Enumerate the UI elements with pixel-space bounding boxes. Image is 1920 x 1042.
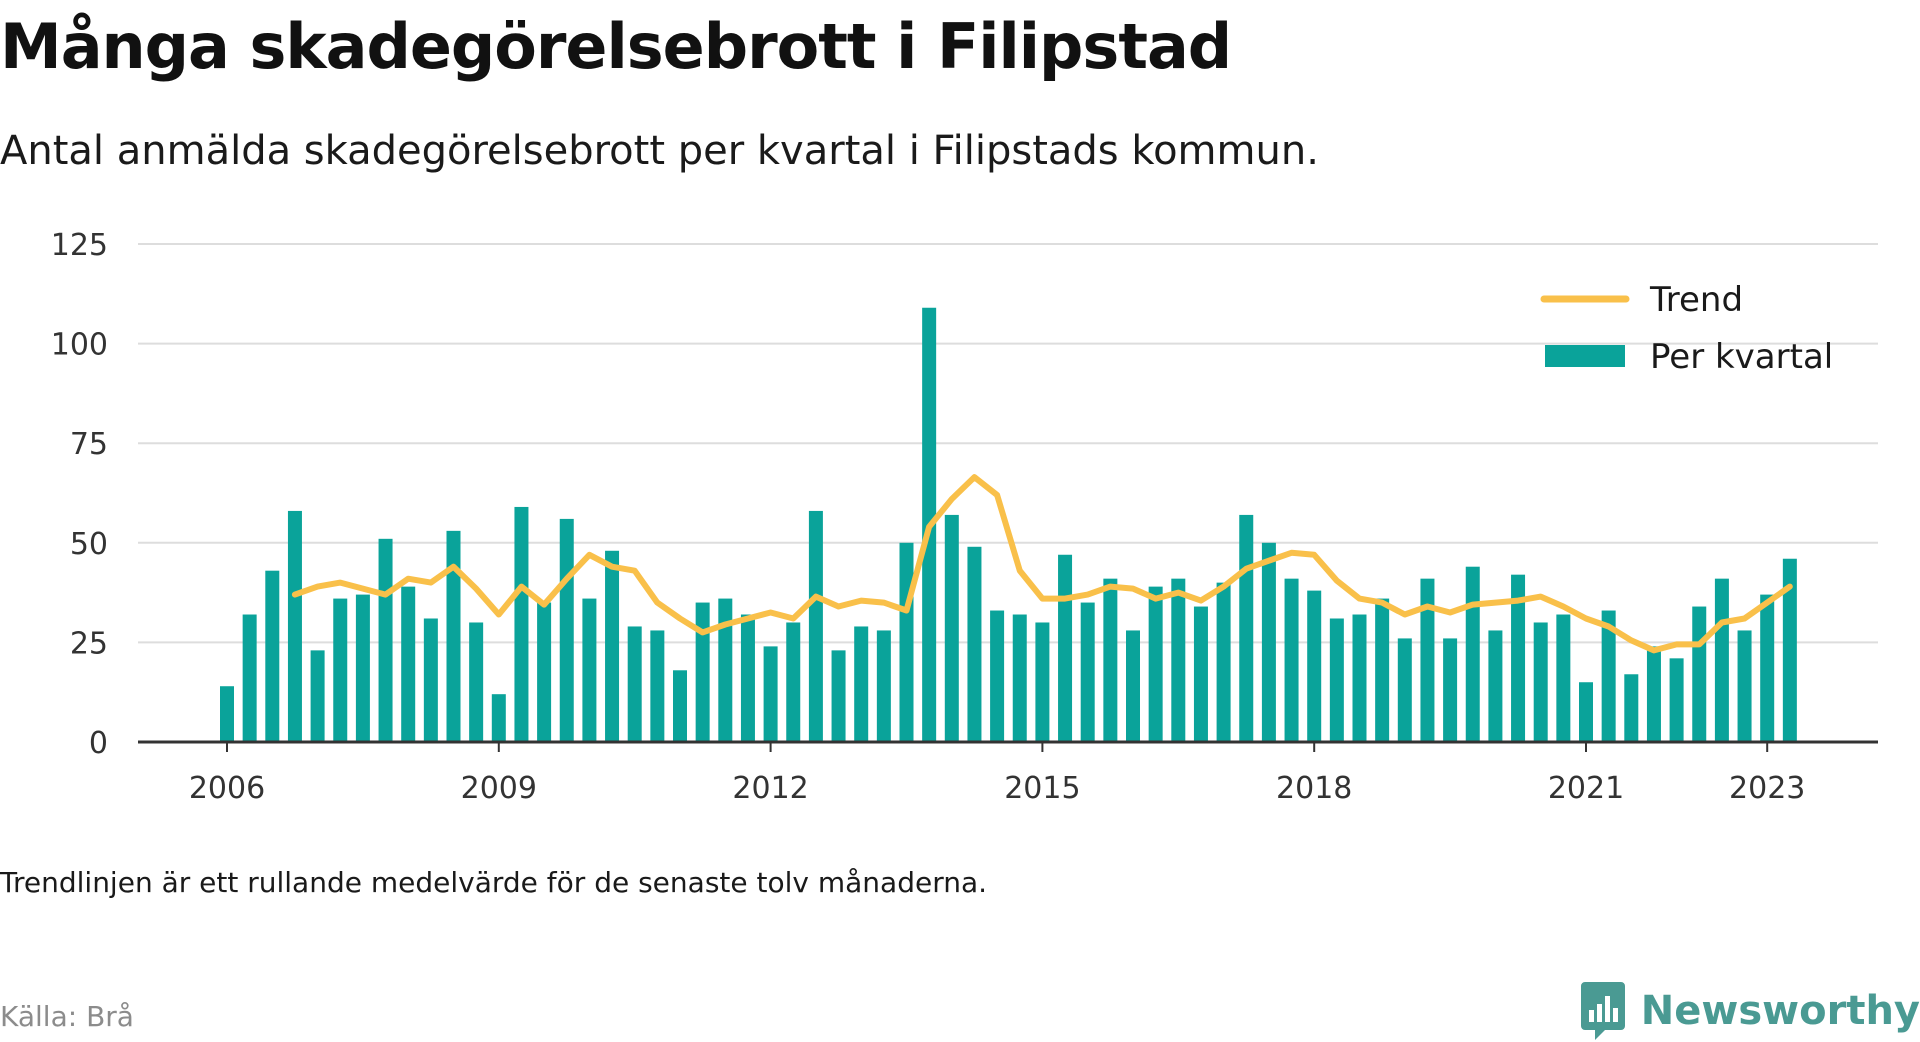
- y-tick-label: 125: [51, 228, 108, 263]
- bar: [220, 686, 234, 742]
- bar: [242, 614, 257, 742]
- bar: [378, 538, 393, 742]
- bar: [944, 514, 959, 742]
- bar: [899, 542, 914, 742]
- y-axis-ticks: 0 25 50 75 100 125: [51, 228, 108, 761]
- x-tick-label: 2015: [1004, 771, 1080, 806]
- trend-line: [291, 474, 1793, 654]
- bar: [1148, 586, 1163, 742]
- x-axis-ticks: 2006 2009 2012 2015 2018 2021 2023: [189, 742, 1805, 806]
- bar: [559, 518, 574, 742]
- bar: [514, 506, 529, 742]
- bar: [491, 694, 506, 742]
- bar: [1465, 566, 1480, 742]
- legend-trend-label: Trend: [1649, 280, 1743, 320]
- brand-logo: Newsworthy: [1579, 980, 1920, 1042]
- bar: [1601, 610, 1616, 742]
- bar: [718, 598, 733, 742]
- legend-bars-label: Per kvartal: [1650, 337, 1833, 377]
- bar: [1692, 606, 1707, 742]
- y-tick-label: 0: [89, 726, 108, 761]
- bar: [1488, 630, 1503, 742]
- bar: [1126, 630, 1140, 742]
- x-tick-label: 2023: [1729, 771, 1805, 806]
- bar: [1511, 574, 1526, 742]
- bar: [1397, 638, 1412, 742]
- bar: [1012, 614, 1027, 742]
- bar: [287, 510, 302, 742]
- bar: [1261, 542, 1276, 742]
- chart-title: Många skadegörelsebrott i Filipstad: [0, 10, 1232, 83]
- x-tick-label: 2021: [1548, 771, 1624, 806]
- bar: [355, 594, 370, 742]
- bar: [1307, 590, 1322, 742]
- bar: [831, 650, 846, 742]
- y-tick-label: 50: [70, 527, 108, 562]
- chart-subtitle: Antal anmälda skadegörelsebrott per kvar…: [0, 128, 1319, 174]
- bar: [763, 646, 778, 742]
- bar: [401, 586, 416, 742]
- bar: [854, 626, 869, 742]
- bar: [967, 546, 982, 742]
- x-tick-label: 2012: [732, 771, 808, 806]
- bars-per-kvartal: [220, 307, 1797, 742]
- bar: [310, 650, 325, 742]
- bar: [1782, 558, 1797, 742]
- bar: [740, 614, 755, 742]
- bar: [786, 622, 801, 742]
- bar: [627, 626, 642, 742]
- bar: [469, 622, 484, 742]
- bar: [1579, 682, 1593, 742]
- bar: [1669, 658, 1684, 742]
- bar: [1103, 578, 1118, 742]
- y-tick-label: 25: [70, 626, 108, 661]
- bar: [423, 618, 438, 742]
- bar: [1329, 618, 1344, 742]
- bar: [1760, 594, 1775, 742]
- bar-chart-speech-bubble-icon: [1580, 982, 1625, 1040]
- bar: [605, 550, 620, 742]
- bar: [582, 598, 597, 742]
- bar: [446, 530, 461, 742]
- bar: [1737, 630, 1752, 742]
- bar: [1624, 674, 1639, 742]
- bar: [265, 570, 280, 742]
- x-tick-label: 2006: [189, 771, 265, 806]
- bar: [1193, 606, 1208, 742]
- bar: [1646, 646, 1661, 742]
- trend-line-layer: [291, 474, 1793, 654]
- bar: [876, 630, 891, 742]
- legend: Trend Per kvartal: [1540, 280, 1833, 377]
- bar: [537, 602, 552, 742]
- y-tick-label: 75: [70, 427, 108, 462]
- bar: [1420, 578, 1435, 742]
- bar: [1352, 614, 1367, 742]
- bar: [990, 610, 1005, 742]
- bar: [1058, 554, 1073, 742]
- bar: [333, 598, 348, 742]
- bar: [1375, 598, 1390, 742]
- footnote: Trendlinjen är ett rullande medelvärde f…: [0, 866, 988, 899]
- bar: [1714, 578, 1729, 742]
- bar: [695, 602, 710, 742]
- x-tick-label: 2009: [461, 771, 537, 806]
- x-tick-label: 2018: [1276, 771, 1352, 806]
- bar: [650, 630, 665, 742]
- legend-bars-swatch: [1545, 345, 1625, 367]
- bar: [1171, 578, 1186, 742]
- bar: [1216, 582, 1231, 742]
- bar: [1035, 622, 1050, 742]
- bar: [1284, 578, 1299, 742]
- bar: [1239, 514, 1254, 742]
- bar: [1443, 638, 1458, 742]
- bar: [1556, 614, 1571, 742]
- bar: [673, 670, 687, 742]
- y-tick-label: 100: [51, 328, 108, 363]
- source-credit: Källa: Brå: [0, 1000, 134, 1033]
- bar: [808, 510, 823, 742]
- brand-name: Newsworthy: [1640, 988, 1920, 1034]
- bar: [1533, 622, 1548, 742]
- bar: [1080, 602, 1095, 742]
